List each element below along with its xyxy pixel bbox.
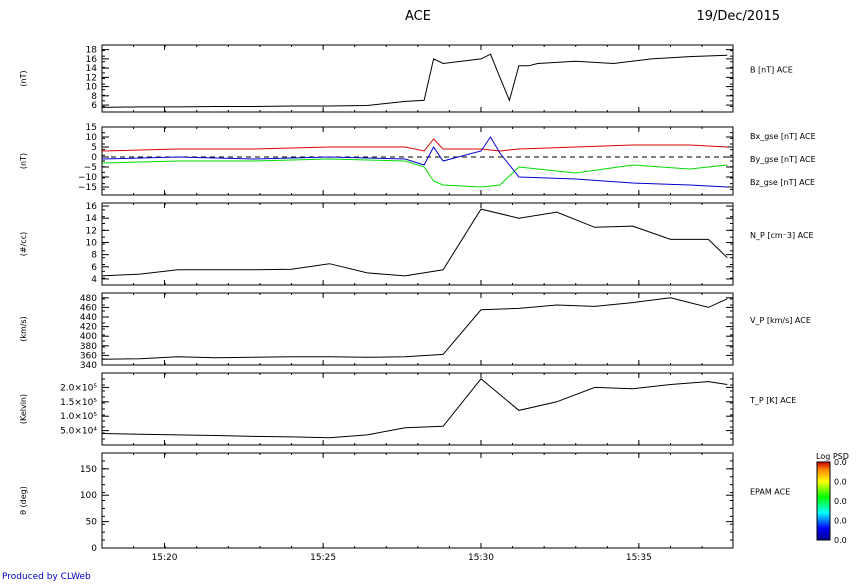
y-tick-label: −10 — [78, 173, 97, 183]
legend-label: Bx_gse [nT] ACE — [750, 132, 816, 141]
y-tick-label: 5.0×10⁴ — [60, 427, 97, 437]
y-tick-label: 10 — [86, 238, 98, 248]
y-axis-label: (nT) — [19, 70, 28, 86]
y-axis-label: θ (deg) — [19, 486, 28, 515]
y-tick-label: 480 — [80, 294, 97, 304]
y-tick-label: 8 — [91, 251, 97, 261]
panel-frame — [101, 372, 734, 446]
panel-frame — [101, 452, 734, 549]
y-tick-label: 420 — [80, 323, 97, 333]
y-tick-label: 380 — [80, 342, 97, 352]
y-tick-label: 14 — [86, 64, 98, 74]
y-tick-label: 400 — [80, 332, 97, 342]
y-axis-label: (nT) — [19, 153, 28, 169]
y-tick-label: 10 — [86, 83, 98, 93]
y-tick-label: 100 — [80, 491, 97, 501]
series-label: V_P [km/s] ACE — [750, 316, 811, 325]
y-tick-label: 16 — [86, 55, 98, 65]
y-axis-label: (km/s) — [19, 316, 28, 342]
y-tick-label: 340 — [80, 361, 97, 371]
panel-1 — [101, 126, 734, 196]
y-tick-label: 150 — [80, 465, 97, 475]
y-tick-label: 8 — [91, 92, 97, 102]
panel-0 — [101, 44, 734, 113]
y-tick-label: 2.0×10⁵ — [60, 383, 97, 393]
x-tick-label: 15:25 — [310, 553, 336, 563]
y-tick-label: 15 — [86, 123, 97, 133]
panel-4 — [101, 372, 734, 446]
y-tick-label: 16 — [86, 202, 98, 212]
y-tick-label: 12 — [86, 226, 97, 236]
x-tick-label: 15:30 — [468, 553, 494, 563]
panel-2 — [101, 202, 734, 286]
colorbar-tick-label: 0.0 — [834, 458, 847, 467]
y-tick-label: 12 — [86, 73, 97, 83]
series-line-0 — [101, 53, 728, 108]
y-tick-label: 5 — [91, 143, 97, 153]
series-line-0 — [101, 208, 728, 277]
series-line-0 — [101, 297, 728, 360]
legend-label: By_gse [nT] ACE — [750, 155, 816, 164]
series-line-0 — [101, 138, 728, 152]
y-tick-label: 1.0×10⁵ — [60, 412, 97, 422]
series-label: EPAM ACE — [750, 488, 790, 497]
panel-frame — [101, 44, 734, 113]
y-tick-label: 1.5×10⁵ — [60, 398, 97, 408]
x-tick-label: 15:35 — [626, 553, 652, 563]
y-tick-label: 460 — [80, 303, 97, 313]
legend-label: Bz_gse [nT] ACE — [750, 178, 815, 187]
panel-frame — [101, 202, 734, 286]
mission-title: ACE — [405, 9, 431, 24]
series-line-2 — [101, 136, 728, 188]
y-tick-label: 4 — [91, 275, 97, 285]
y-tick-label: −15 — [78, 183, 97, 193]
y-tick-label: 6 — [91, 101, 97, 111]
panel-3 — [101, 292, 734, 366]
y-tick-label: 6 — [91, 263, 97, 273]
y-tick-label: 360 — [80, 351, 97, 361]
colorbar-title: Log PSD — [816, 452, 849, 461]
x-tick-label: 15:20 — [152, 553, 178, 563]
colorbar-tick-label: 0.0 — [834, 536, 847, 545]
series-label: B [nT] ACE — [750, 66, 793, 75]
series-line-1 — [101, 158, 728, 188]
y-tick-label: 50 — [86, 518, 98, 528]
colorbar-tick-label: 0.0 — [834, 497, 847, 506]
y-tick-label: 0 — [91, 544, 97, 554]
y-axis-label: (Kelvin) — [19, 394, 28, 424]
y-tick-label: 10 — [86, 133, 98, 143]
colorbar-tick-label: 0.0 — [834, 478, 847, 487]
y-tick-label: 14 — [86, 214, 98, 224]
y-tick-label: 440 — [80, 313, 97, 323]
y-tick-label: −5 — [84, 163, 97, 173]
panel-5 — [101, 452, 831, 549]
y-tick-label: 18 — [86, 46, 98, 56]
series-line-0 — [101, 378, 728, 439]
colorbar-tick-label: 0.0 — [834, 517, 847, 526]
credit-text: Produced by CLWeb — [2, 572, 91, 582]
series-label: N_P [cm⁻3] ACE — [750, 231, 814, 240]
date-title: 19/Dec/2015 — [696, 9, 780, 24]
y-tick-label: 0 — [91, 153, 97, 163]
panel-frame — [101, 292, 734, 366]
y-axis-label: (#/cc) — [19, 232, 28, 256]
series-label: T_P [K] ACE — [749, 396, 796, 405]
colorbar — [816, 461, 831, 541]
